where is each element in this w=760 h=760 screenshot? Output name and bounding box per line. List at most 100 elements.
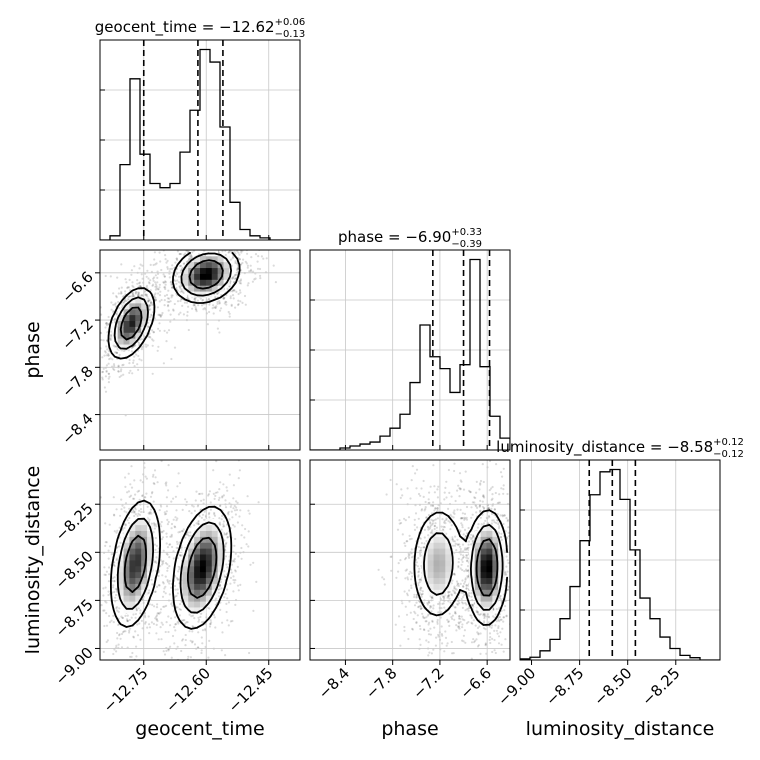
sample-point <box>100 332 103 335</box>
sample-point <box>525 516 527 518</box>
sample-point <box>197 522 200 526</box>
sample-point <box>463 548 466 551</box>
sample-point <box>176 279 179 282</box>
sample-point <box>138 622 141 625</box>
sample-point <box>164 482 167 485</box>
sample-point <box>124 299 127 303</box>
sample-point <box>168 579 171 583</box>
sample-point <box>180 619 183 622</box>
sample-point <box>440 525 443 528</box>
sample-point <box>450 515 453 518</box>
sample-point <box>109 275 112 278</box>
sample-point <box>108 661 110 663</box>
sample-point <box>413 595 416 599</box>
sample-point <box>249 264 252 267</box>
sample-point <box>456 489 459 492</box>
sample-point <box>470 516 473 519</box>
sample-point <box>129 457 131 459</box>
sample-point <box>188 254 191 258</box>
sample-point <box>119 292 122 295</box>
sample-point <box>107 323 110 326</box>
sample-point <box>113 514 116 517</box>
sample-point <box>156 272 160 275</box>
sample-point <box>161 574 164 577</box>
sample-point <box>506 492 509 496</box>
sample-point <box>177 281 180 284</box>
sample-point <box>436 517 439 520</box>
sample-point <box>188 660 190 662</box>
sample-point <box>155 285 158 288</box>
sample-point <box>175 257 178 260</box>
sample-point <box>230 221 232 223</box>
sample-point <box>137 489 141 492</box>
sample-point <box>150 314 153 317</box>
sample-point <box>454 612 457 615</box>
sample-point <box>207 297 210 301</box>
sample-point <box>449 521 452 524</box>
sample-point <box>119 514 122 517</box>
sample-point <box>103 566 106 569</box>
sample-point <box>120 632 124 636</box>
sample-point <box>104 522 107 525</box>
sample-point <box>157 612 160 615</box>
sample-point <box>458 472 462 475</box>
sample-point <box>417 517 420 520</box>
sample-point <box>390 569 393 572</box>
sample-point <box>495 521 498 525</box>
sample-point <box>145 294 148 297</box>
sample-point <box>123 506 126 509</box>
sample-point <box>403 590 406 593</box>
sample-point <box>174 526 177 529</box>
sample-point <box>162 549 165 552</box>
sample-point <box>237 555 240 558</box>
sample-point <box>489 636 492 639</box>
sample-point <box>169 267 172 271</box>
sample-point <box>187 235 189 237</box>
sample-point <box>140 294 143 297</box>
sample-point <box>431 619 434 623</box>
sample-point <box>442 525 445 528</box>
sample-point <box>234 603 237 607</box>
sample-point <box>137 293 140 296</box>
sample-point <box>420 595 423 598</box>
sample-point <box>419 605 422 608</box>
sample-point <box>153 523 156 526</box>
sample-point <box>115 557 119 560</box>
sample-point <box>468 540 471 543</box>
sample-point <box>208 490 211 493</box>
sample-point <box>207 493 210 496</box>
sample-point <box>180 546 183 549</box>
sample-point <box>180 244 182 246</box>
sample-point <box>154 523 157 526</box>
sample-point <box>240 534 243 537</box>
sample-point <box>176 485 179 488</box>
sample-point <box>174 629 177 632</box>
sample-point <box>500 643 503 646</box>
sample-point <box>233 525 236 528</box>
sample-point <box>104 326 107 329</box>
sample-point <box>178 252 181 256</box>
sample-point <box>152 263 155 267</box>
sample-point <box>107 549 110 552</box>
sample-point <box>435 696 437 698</box>
sample-point <box>107 372 111 375</box>
sample-point <box>226 535 229 539</box>
sample-point <box>93 545 95 547</box>
sample-point <box>224 300 227 303</box>
sample-point <box>230 571 233 574</box>
sample-point <box>156 603 159 606</box>
sample-point <box>272 264 275 267</box>
sample-point <box>465 583 468 587</box>
sample-point <box>115 650 118 653</box>
sample-point <box>154 281 157 284</box>
sample-point <box>454 592 457 595</box>
sample-point <box>180 252 183 256</box>
sample-point <box>150 512 153 515</box>
sample-point <box>517 522 519 524</box>
sample-point <box>176 621 179 624</box>
sample-point <box>467 543 470 546</box>
sample-point <box>446 642 449 645</box>
sample-point <box>425 516 428 519</box>
sample-point <box>235 244 237 246</box>
sample-point <box>116 529 119 532</box>
